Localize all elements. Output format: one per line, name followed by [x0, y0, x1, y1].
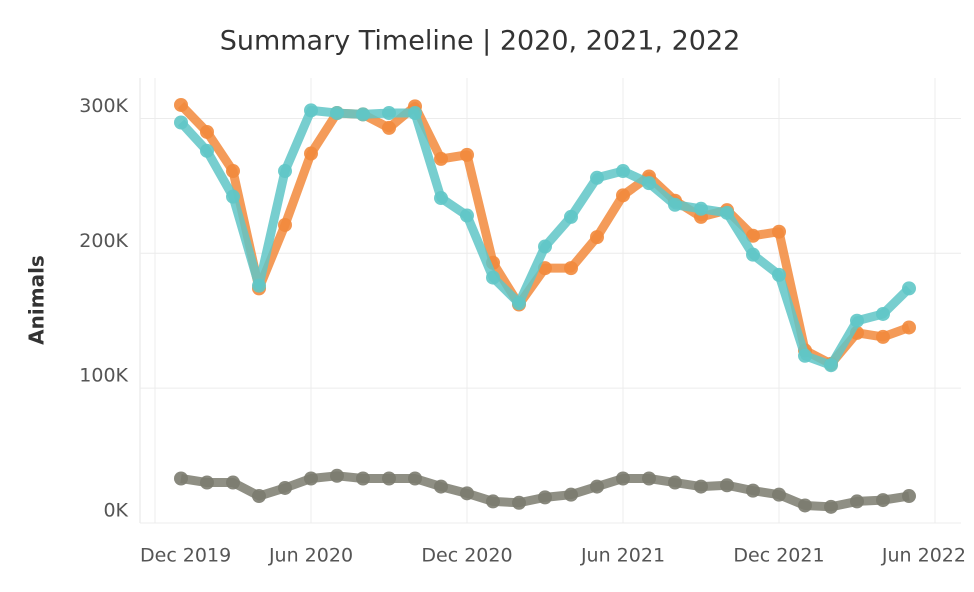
point — [408, 106, 422, 121]
point — [850, 313, 864, 328]
chart-title: Summary Timeline | 2020, 2021, 2022 — [220, 26, 741, 57]
point — [200, 124, 214, 139]
point — [382, 471, 396, 486]
point — [356, 471, 370, 486]
point — [408, 471, 422, 486]
point — [590, 479, 604, 494]
x-tick-label: Dec 2019 — [140, 545, 231, 567]
point — [304, 146, 318, 161]
point — [330, 468, 344, 483]
point — [174, 471, 188, 486]
point — [226, 164, 240, 179]
point — [876, 329, 890, 344]
point — [278, 164, 292, 179]
point — [512, 495, 526, 510]
point — [252, 489, 266, 504]
point — [538, 490, 552, 505]
point — [512, 296, 526, 311]
point — [850, 494, 864, 509]
point — [564, 209, 578, 224]
point — [772, 487, 786, 502]
point — [902, 320, 916, 335]
point — [304, 103, 318, 118]
point — [642, 471, 656, 486]
point — [434, 151, 448, 166]
point — [902, 281, 916, 296]
point — [694, 479, 708, 494]
point — [616, 471, 630, 486]
point — [616, 188, 630, 203]
y-tick-label: 300K — [79, 95, 128, 117]
point — [330, 106, 344, 121]
point — [278, 480, 292, 495]
point — [694, 201, 708, 216]
point — [382, 106, 396, 121]
point — [434, 479, 448, 494]
point — [174, 97, 188, 112]
point — [200, 475, 214, 490]
point — [200, 143, 214, 158]
point — [590, 170, 604, 185]
point — [304, 471, 318, 486]
y-tick-label: 0K — [103, 500, 128, 522]
point — [226, 475, 240, 490]
point — [876, 493, 890, 508]
point — [824, 358, 838, 373]
point — [278, 217, 292, 232]
y-tick-label: 100K — [79, 365, 128, 387]
point — [590, 230, 604, 245]
x-tick-label: Dec 2020 — [421, 545, 512, 567]
point — [746, 247, 760, 262]
point — [902, 489, 916, 504]
point — [564, 261, 578, 276]
point — [642, 176, 656, 191]
point — [252, 278, 266, 293]
point — [668, 475, 682, 490]
point — [798, 348, 812, 363]
point — [564, 487, 578, 502]
point — [772, 267, 786, 282]
x-tick-label: Dec 2021 — [733, 545, 824, 567]
point — [746, 483, 760, 498]
point — [668, 197, 682, 212]
point — [174, 115, 188, 130]
point — [746, 228, 760, 243]
point — [460, 486, 474, 501]
point — [434, 191, 448, 206]
point — [356, 107, 370, 122]
point — [720, 205, 734, 220]
point — [486, 494, 500, 509]
point — [876, 306, 890, 321]
x-tick-label: Jun 2020 — [268, 545, 353, 567]
y-tick-label: 200K — [79, 230, 128, 252]
x-tick-label: Jun 2022 — [881, 545, 966, 567]
point — [460, 208, 474, 223]
point — [720, 478, 734, 493]
point — [772, 224, 786, 239]
point — [226, 189, 240, 204]
x-tick-label: Jun 2021 — [580, 545, 665, 567]
point — [460, 147, 474, 162]
point — [798, 498, 812, 513]
point — [824, 499, 838, 514]
point — [382, 120, 396, 135]
point — [616, 164, 630, 179]
series-line — [177, 105, 913, 370]
point — [486, 270, 500, 285]
point — [538, 239, 552, 254]
y-axis-label: Animals — [25, 255, 49, 345]
